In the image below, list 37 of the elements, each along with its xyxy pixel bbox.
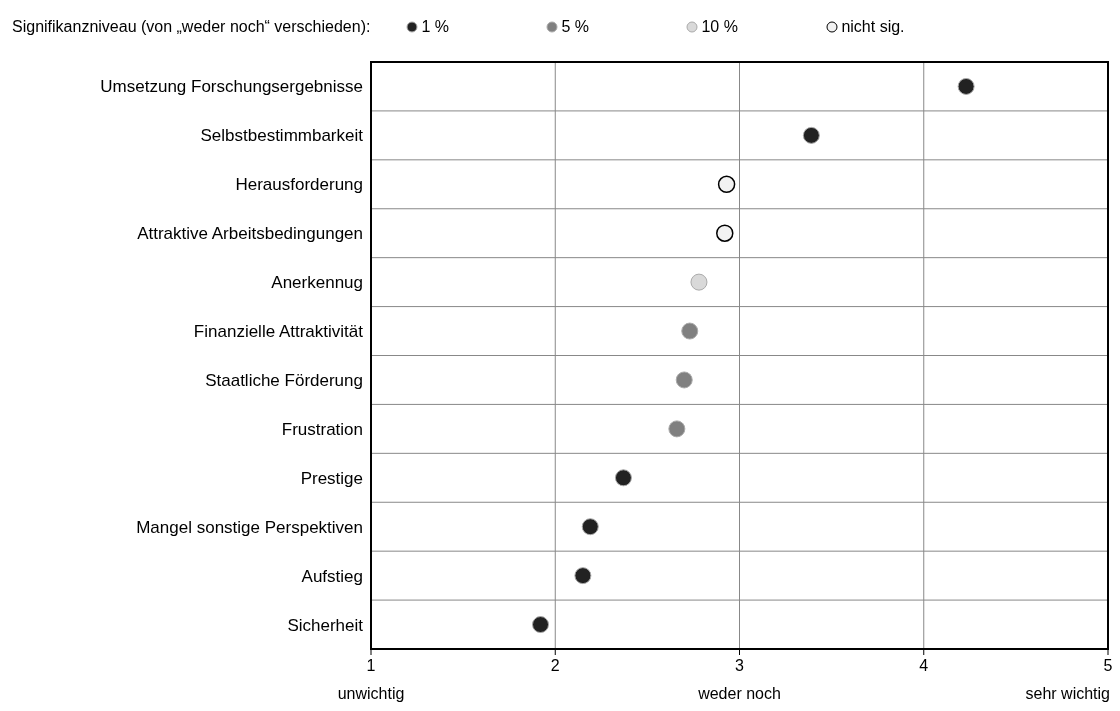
y-tick-label: Umsetzung Forschungsergebnisse — [100, 77, 363, 97]
y-tick-label: Prestige — [300, 468, 363, 488]
y-tick-label: Attraktive Arbeitsbedingungen — [137, 224, 363, 244]
x-tick-label: 2 — [550, 657, 560, 674]
y-tick-label: Anerkennug — [271, 273, 363, 293]
legend-label: nicht sig. — [841, 18, 905, 36]
point — [802, 126, 820, 144]
x-tick-label: 5 — [1103, 657, 1113, 674]
point — [716, 224, 734, 242]
y-tick-label: Mangel sonstige Perspektiven — [136, 517, 363, 537]
text: sehr wichtig — [1025, 685, 1110, 702]
text: weder noch — [697, 685, 781, 702]
y-tick-label: Finanzielle Attraktivität — [193, 322, 364, 342]
point — [675, 371, 693, 389]
y-tick-label: Herausforderung — [235, 175, 363, 195]
point — [532, 616, 550, 634]
text: unwichtig — [337, 685, 405, 702]
point — [614, 469, 632, 487]
x-tick-label: 3 — [735, 657, 745, 674]
point — [581, 518, 599, 536]
y-tick-label: Sicherheit — [287, 615, 364, 635]
point — [574, 567, 592, 585]
point — [717, 175, 736, 194]
x-tick-label: 4 — [919, 657, 929, 674]
y-tick-label: Selbstbestimmbarkeit — [200, 126, 364, 146]
point — [690, 273, 708, 291]
point — [957, 77, 975, 95]
y-tick-label: Aufstieg — [301, 566, 363, 586]
legend-label: 5 % — [561, 18, 589, 36]
legend-title: Signifikanzniveau (von „weder noch“ verschieden): — [12, 18, 371, 36]
point — [681, 322, 699, 340]
point — [668, 420, 686, 438]
x-tick-label: 1 — [366, 657, 376, 674]
legend-label: 10 % — [701, 18, 738, 36]
legend-label: 1 % — [421, 18, 449, 36]
y-tick-label: Frustration — [281, 419, 363, 439]
y-tick-label: Staatliche Förderung — [205, 370, 363, 390]
